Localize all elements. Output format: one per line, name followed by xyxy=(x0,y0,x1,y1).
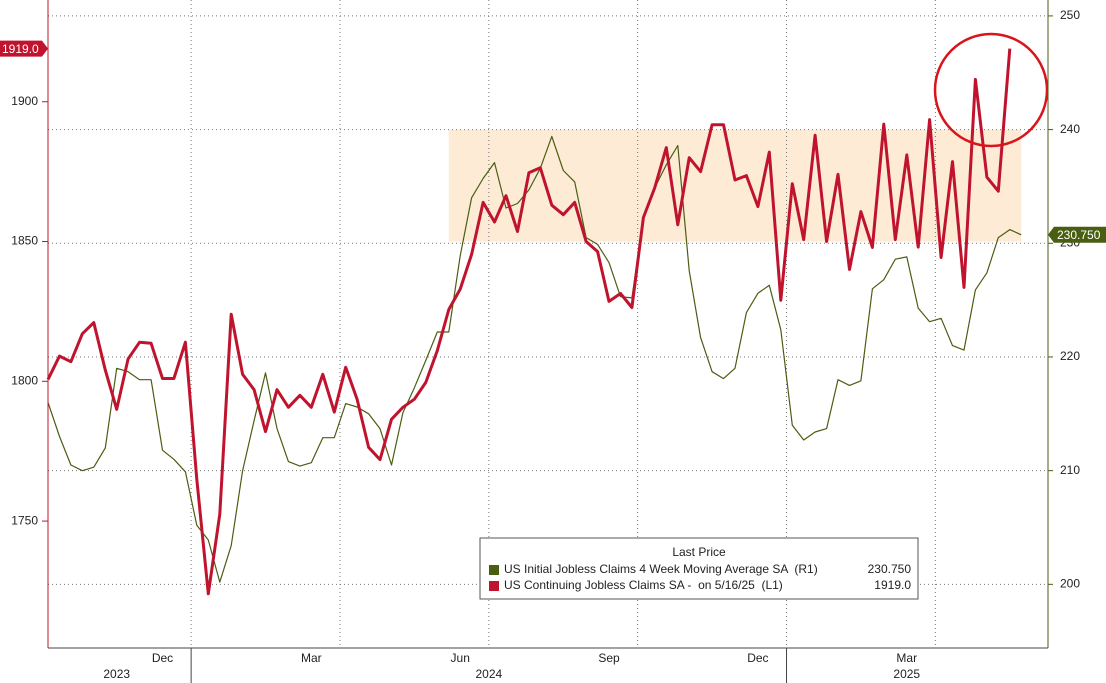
y-tick-label: 1850 xyxy=(11,234,38,248)
x-tick-label: Jun xyxy=(451,651,470,665)
last-value-tag xyxy=(1048,226,1106,243)
year-label: 2023 xyxy=(103,667,130,681)
legend-value: 230.750 xyxy=(868,562,912,576)
x-tick-label: Dec xyxy=(152,651,173,665)
legend-swatch xyxy=(489,581,499,591)
year-label: 2025 xyxy=(893,667,920,681)
legend-box xyxy=(479,537,919,600)
last-value-label: 230.750 xyxy=(1057,228,1101,242)
series-line xyxy=(46,48,1012,596)
year-label: 2024 xyxy=(475,667,502,681)
x-tick-label: Mar xyxy=(301,651,322,665)
legend-value: 1919.0 xyxy=(874,578,911,592)
last-value-tag xyxy=(0,40,48,57)
series-layer xyxy=(46,48,1022,596)
y2-tick-label: 220 xyxy=(1060,349,1080,363)
y-tick-label: 1900 xyxy=(11,94,38,108)
legend-label: US Continuing Jobless Claims SA - on 5/1… xyxy=(504,578,783,592)
legend-label: US Initial Jobless Claims 4 Week Moving … xyxy=(504,562,818,576)
highlight-circle xyxy=(933,32,1049,148)
last-value-label: 1919.0 xyxy=(2,42,39,56)
x-tick-label: Sep xyxy=(598,651,620,665)
y2-tick-label: 200 xyxy=(1060,577,1080,591)
series-line xyxy=(47,135,1022,583)
legend-title: Last Price xyxy=(672,545,726,559)
x-tick-label: Dec xyxy=(747,651,768,665)
x-tick-label: Mar xyxy=(896,651,917,665)
y2-tick-label: 250 xyxy=(1060,8,1080,22)
y-tick-label: 1750 xyxy=(11,513,38,527)
legend-swatch xyxy=(489,565,499,575)
y-tick-label: 1800 xyxy=(11,373,38,387)
y2-tick-label: 240 xyxy=(1060,122,1080,136)
legend: Last Price US Initial Jobless Claims 4 We… xyxy=(479,537,919,600)
y2-tick-label: 210 xyxy=(1060,463,1080,477)
